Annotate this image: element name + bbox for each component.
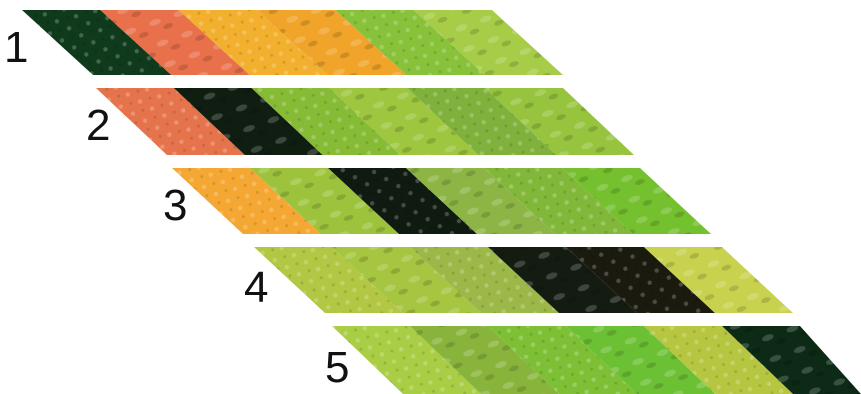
- fabric-texture: [173, 88, 323, 155]
- row-number: 2: [86, 101, 110, 150]
- fabric-texture: [250, 168, 399, 234]
- fabric-texture: [644, 326, 793, 394]
- strip-row-4: 4: [244, 247, 793, 313]
- row-number: 5: [325, 343, 349, 392]
- fabric-texture: [332, 326, 481, 394]
- fabric-texture: [178, 10, 328, 75]
- fabric-texture: [254, 247, 403, 313]
- fabric-texture: [257, 10, 407, 75]
- row-number: 3: [163, 181, 187, 230]
- strip-row-1: 1: [4, 10, 563, 75]
- fabric-texture: [488, 247, 637, 313]
- strip-row-5: 5: [325, 326, 861, 394]
- fabric-texture: [22, 10, 172, 75]
- fabric-texture: [562, 168, 711, 234]
- fabric-texture: [413, 10, 563, 75]
- fabric-texture: [644, 247, 793, 313]
- fabric-texture: [329, 88, 479, 155]
- fabric-texture: [332, 247, 481, 313]
- fabric-texture: [406, 168, 555, 234]
- fabric-texture: [484, 168, 633, 234]
- row-number: 4: [244, 263, 268, 312]
- fabric-texture: [100, 10, 250, 75]
- strip-row-3: 3: [163, 168, 711, 234]
- fabric-texture: [485, 88, 634, 155]
- fabric-texture: [410, 326, 559, 394]
- fabric-texture: [251, 88, 401, 155]
- fabric-texture: [96, 88, 245, 155]
- strip-row-2: 2: [86, 88, 634, 155]
- fabric-texture: [335, 10, 485, 75]
- fabric-texture: [407, 88, 557, 155]
- row-number: 1: [4, 23, 28, 72]
- fabric-texture: [566, 247, 715, 313]
- fabric-texture: [410, 247, 559, 313]
- fabric-texture: [172, 168, 321, 234]
- fabric-texture: [722, 326, 861, 394]
- fabric-texture: [566, 326, 715, 394]
- fabric-texture: [488, 326, 637, 394]
- fabric-texture: [328, 168, 477, 234]
